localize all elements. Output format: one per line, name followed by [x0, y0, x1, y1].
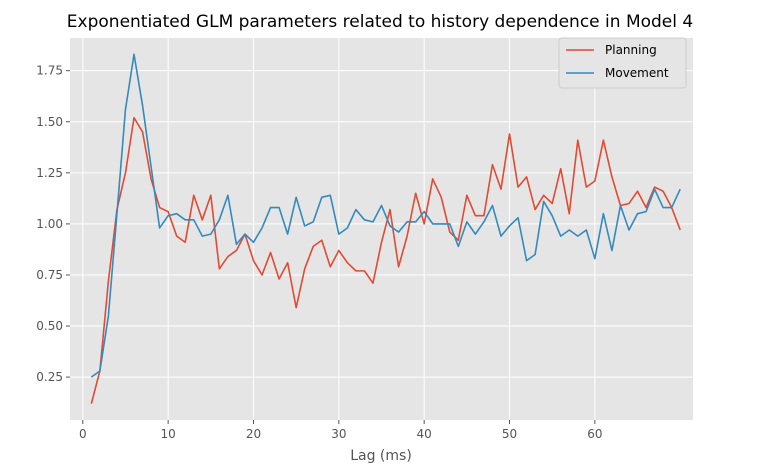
- y-tick-label: 1.75: [36, 64, 63, 78]
- x-tick-label: 50: [502, 427, 517, 441]
- x-tick-label: 20: [246, 427, 261, 441]
- y-tick-label: 1.00: [36, 217, 63, 231]
- series-line-movement: [90, 53, 681, 378]
- legend-label-planning: Planning: [605, 43, 657, 57]
- y-tick-label: 0.75: [36, 268, 63, 282]
- x-axis-ticks: 0 10 20 30 40 50 60: [79, 420, 602, 441]
- series-lines: [90, 53, 681, 404]
- x-tick-label: 30: [331, 427, 346, 441]
- legend: Planning Movement: [558, 37, 687, 89]
- chart-title: Exponentiated GLM parameters related to …: [67, 12, 693, 32]
- y-tick-label: 0.50: [36, 319, 63, 333]
- y-tick-label: 0.25: [36, 370, 63, 384]
- x-tick-label: 0: [79, 427, 87, 441]
- series-line-planning: [90, 116, 681, 404]
- x-tick-label: 40: [417, 427, 432, 441]
- plot-background: [70, 38, 693, 420]
- y-tick-label: 1.50: [36, 115, 63, 129]
- y-tick-label: 1.25: [36, 166, 63, 180]
- x-tick-label: 10: [161, 427, 176, 441]
- y-axis-ticks: 0.25 0.50 0.75 1.00 1.25 1.50 1.75: [36, 64, 70, 384]
- x-tick-label: 60: [587, 427, 602, 441]
- legend-label-movement: Movement: [605, 66, 669, 80]
- x-axis-label: Lag (ms): [350, 448, 412, 464]
